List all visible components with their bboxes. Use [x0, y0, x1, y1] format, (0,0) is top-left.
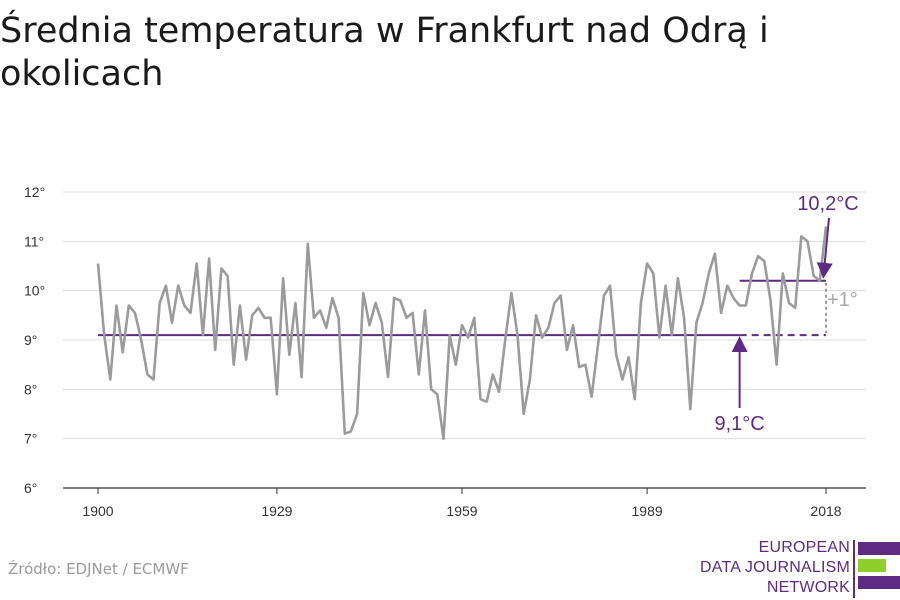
annotation-difference: +1° [827, 289, 858, 311]
y-tick-label-6: 6° [24, 480, 37, 496]
temperature-series-line [96, 226, 828, 441]
logo-text: EUROPEAN DATA JOURNALISM NETWORK [700, 538, 850, 598]
logo-line-2: DATA JOURNALISM [700, 559, 850, 576]
y-tick-label-9: 9° [24, 332, 37, 348]
y-tick-label-8: 8° [24, 381, 37, 397]
logo-bar-purple-bottom [858, 576, 900, 589]
x-tick-label-1989: 1989 [632, 503, 663, 519]
x-tick-label-2018: 2018 [810, 503, 841, 519]
recent-annotation-arrow [816, 217, 833, 279]
y-tick-label-7: 7° [24, 431, 37, 447]
logo-line-1: EUROPEAN [758, 539, 850, 556]
logo-bar-purple-top [858, 542, 900, 555]
x-tick-label-1929: 1929 [261, 503, 292, 519]
x-tick-label-1900: 1900 [82, 503, 113, 519]
logo-line-3: NETWORK [766, 579, 850, 596]
source-note: Źródło: EDJNet / ECMWF [8, 560, 189, 578]
y-tick-label-12: 12° [24, 184, 45, 200]
annotation-baseline-mean: 9,1°C [715, 413, 765, 435]
y-tick-label-11: 11° [24, 233, 44, 249]
logo-divider [853, 540, 855, 598]
annotation-recent-mean: 10,2°C [797, 193, 858, 215]
chart-title: Średnia temperatura w Frankfurt nad Odrą… [0, 11, 769, 94]
y-tick-label-10: 10° [24, 283, 45, 299]
x-tick-label-1959: 1959 [446, 503, 477, 519]
logo-bar-green [858, 559, 886, 572]
edjnet-logo: EUROPEAN DATA JOURNALISM NETWORK [700, 538, 900, 598]
